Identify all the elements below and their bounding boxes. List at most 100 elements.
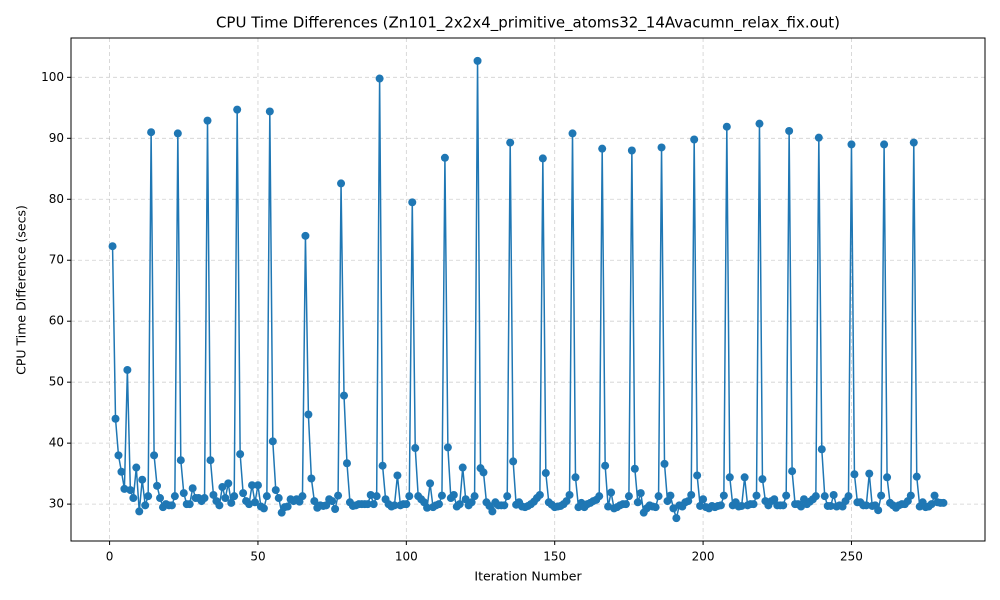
data-point <box>342 459 351 468</box>
data-point <box>375 74 384 83</box>
data-point <box>141 501 150 510</box>
data-point <box>271 486 280 495</box>
data-point <box>262 492 271 501</box>
data-point <box>307 474 316 483</box>
data-point <box>369 500 378 509</box>
data-point <box>883 473 892 482</box>
data-point <box>248 481 257 490</box>
data-point <box>363 500 372 509</box>
data-point <box>690 135 699 144</box>
data-point <box>135 507 144 516</box>
data-point <box>755 119 764 128</box>
data-point <box>657 143 666 152</box>
data-point <box>479 468 488 477</box>
data-point <box>470 492 479 501</box>
data-point <box>740 473 749 482</box>
data-point <box>393 471 402 480</box>
data-point <box>630 464 639 473</box>
data-point <box>144 492 153 501</box>
data-point <box>906 491 915 500</box>
data-point <box>170 492 179 501</box>
data-point <box>633 498 642 507</box>
data-point <box>500 501 509 510</box>
data-point <box>636 489 645 498</box>
data-point <box>770 495 779 504</box>
data-point <box>538 154 547 163</box>
data-point <box>699 495 708 504</box>
data-point <box>150 451 159 460</box>
data-point <box>601 461 610 470</box>
data-point <box>206 456 215 465</box>
data-point <box>844 492 853 501</box>
data-point <box>788 467 797 476</box>
data-point <box>758 475 767 484</box>
data-point <box>426 479 435 488</box>
data-point <box>443 443 452 452</box>
data-point <box>696 501 705 510</box>
data-point <box>669 504 678 513</box>
data-point <box>423 503 432 512</box>
data-point <box>200 494 209 503</box>
data-point <box>129 494 138 503</box>
data-point <box>877 491 886 500</box>
data-point <box>719 491 728 500</box>
x-axis-label: Iteration Number <box>474 569 582 584</box>
data-point <box>503 492 512 501</box>
data-point <box>221 494 230 503</box>
y-axis-label: CPU Time Difference (secs) <box>14 205 29 375</box>
data-point <box>215 501 224 510</box>
data-point <box>437 491 446 500</box>
x-tick-label: 250 <box>840 550 863 564</box>
data-point <box>684 497 693 506</box>
data-point <box>880 140 889 149</box>
y-tick-label: 90 <box>49 131 64 145</box>
data-point <box>265 107 274 116</box>
data-point <box>449 490 458 499</box>
data-point <box>126 486 135 495</box>
data-point <box>111 414 120 423</box>
data-point <box>847 140 856 149</box>
data-point <box>467 498 476 507</box>
data-point <box>227 498 236 507</box>
data-point <box>939 498 948 507</box>
data-point <box>337 179 346 188</box>
data-point <box>716 501 725 510</box>
data-point <box>340 391 349 400</box>
data-point <box>624 492 633 501</box>
data-point <box>909 138 918 147</box>
data-point <box>123 365 132 374</box>
plot-frame <box>70 37 986 542</box>
data-point <box>185 500 194 509</box>
data-point <box>672 514 681 523</box>
data-point <box>173 129 182 138</box>
data-point <box>461 495 470 504</box>
data-point <box>440 153 449 162</box>
data-point <box>132 463 141 472</box>
data-point <box>862 501 871 510</box>
data-point <box>147 128 156 137</box>
data-point <box>203 116 212 125</box>
data-point <box>826 501 835 510</box>
y-tick-label: 70 <box>49 253 64 267</box>
data-point <box>865 469 874 478</box>
data-point <box>230 492 239 501</box>
data-point <box>829 490 838 499</box>
data-point <box>138 475 147 484</box>
data-point <box>535 490 544 499</box>
data-point <box>179 489 188 498</box>
data-point <box>328 497 337 506</box>
data-point <box>218 483 227 492</box>
data-point <box>372 492 381 501</box>
data-point <box>820 492 829 501</box>
data-point <box>595 492 604 501</box>
x-tick-label: 0 <box>106 550 114 564</box>
data-point <box>779 501 788 510</box>
data-point <box>405 492 414 501</box>
data-point <box>660 459 669 468</box>
data-point <box>167 501 176 510</box>
data-point <box>621 500 630 509</box>
data-point <box>506 138 515 147</box>
data-point <box>120 484 129 493</box>
data-point <box>785 126 794 135</box>
